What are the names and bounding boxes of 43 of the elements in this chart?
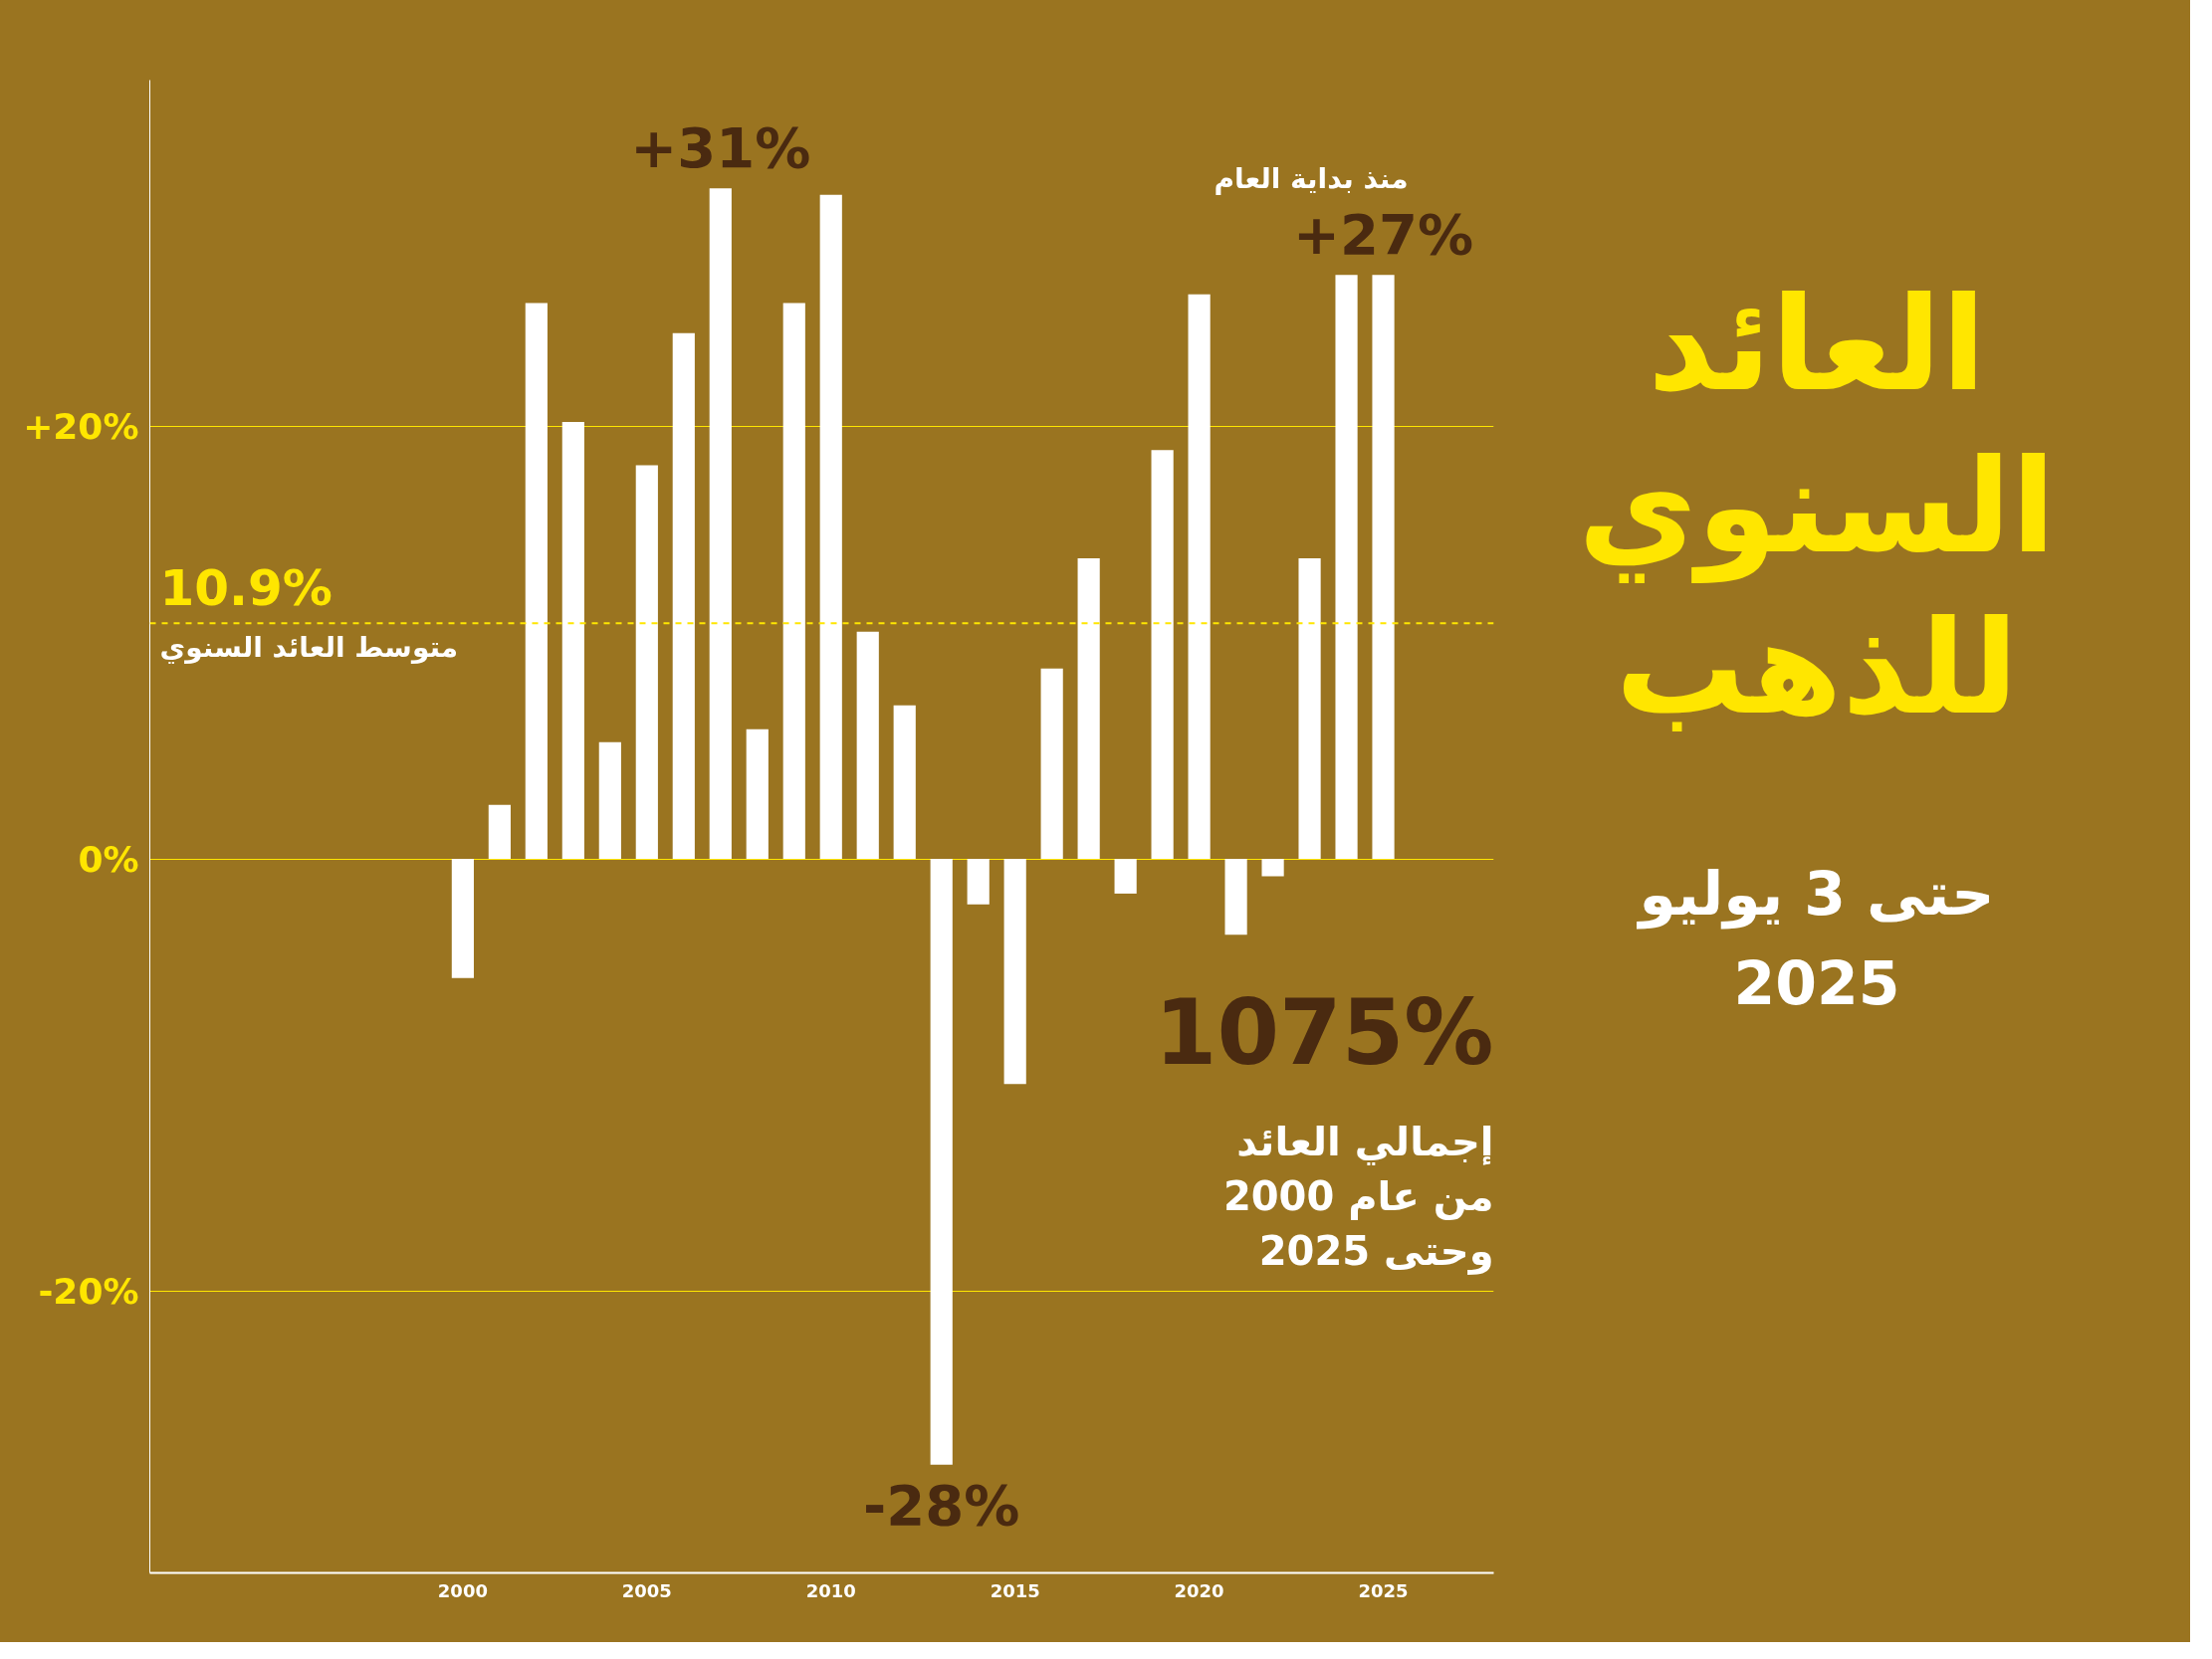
bar [1224, 859, 1247, 935]
bar [488, 804, 511, 860]
data-label: -28% [863, 1472, 1020, 1538]
annotation: 1075% [1154, 979, 1494, 1085]
x-tick-label: 2020 [1174, 1579, 1224, 1601]
text: العائد السنوي للذهب [1577, 268, 2057, 745]
y-tick-label: -20% [38, 1271, 139, 1313]
bar [967, 859, 990, 905]
bar [1188, 294, 1211, 860]
bar [561, 421, 584, 860]
bar [709, 188, 732, 860]
bar [1040, 668, 1063, 860]
x-tick-label: 2000 [437, 1579, 488, 1601]
bar [1114, 859, 1137, 894]
bar [1151, 450, 1174, 860]
y-tick-label: 0% [78, 838, 139, 880]
x-tick-label: 2010 [805, 1579, 856, 1601]
data-label: +27% [1293, 202, 1474, 268]
bar [746, 728, 769, 860]
annotation: إجمالي العائد من عام 2000 وحتى 2025 [1222, 1118, 1494, 1276]
y-tick-label: +20% [23, 405, 139, 447]
bar [672, 332, 695, 860]
bar [893, 705, 916, 860]
bar [1077, 557, 1100, 860]
bar [1003, 859, 1026, 1085]
bar [819, 194, 842, 860]
bar [1298, 557, 1321, 860]
bar [1335, 275, 1358, 860]
x-tick-label: 2025 [1358, 1579, 1409, 1601]
data-label: +31% [630, 115, 811, 181]
text: حتى 3 يوليو 2025 [1636, 857, 1996, 1020]
bar [525, 303, 548, 860]
bar [635, 465, 658, 860]
x-tick-label: 2015 [990, 1579, 1040, 1601]
bar [856, 631, 879, 860]
bar [930, 859, 953, 1465]
bar [1372, 275, 1395, 860]
bar [451, 859, 474, 978]
annotation: منذ بداية العام [1214, 162, 1409, 196]
bar [598, 741, 621, 860]
x-tick-label: 2005 [621, 1579, 672, 1601]
bar [1261, 859, 1284, 877]
bar [782, 303, 805, 860]
